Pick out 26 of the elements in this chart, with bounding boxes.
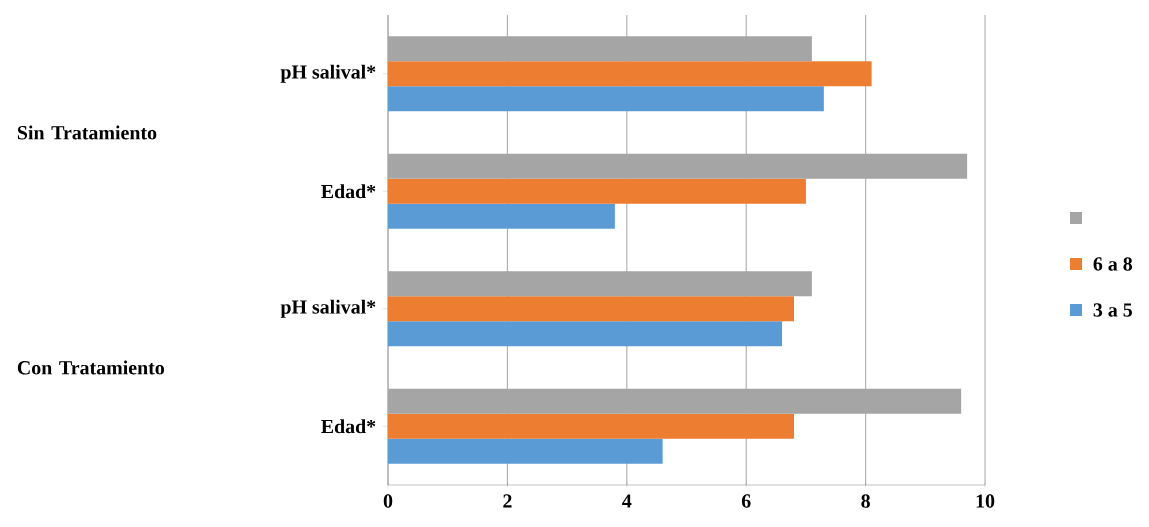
bar xyxy=(388,388,962,414)
x-tick-label: 8 xyxy=(861,494,870,508)
y-tick-label: Edad* xyxy=(321,419,376,434)
legend-label: 6 a 8 xyxy=(1093,257,1133,271)
bar xyxy=(388,61,872,87)
bar xyxy=(388,36,812,62)
bar xyxy=(388,178,806,204)
bar xyxy=(388,296,794,322)
x-tick-label: 0 xyxy=(383,494,393,508)
bar xyxy=(388,86,824,112)
bar xyxy=(388,203,615,229)
y-tick-label: pH salival* xyxy=(280,299,376,318)
x-tick-label: 4 xyxy=(622,494,632,508)
y-tick-label: pH salival* xyxy=(280,64,376,83)
text: Con Tratamiento xyxy=(17,360,165,375)
text: Sin Tratamiento xyxy=(17,125,157,140)
bar xyxy=(388,413,794,439)
x-tick-label: 2 xyxy=(503,494,512,508)
x-tick-label: 10 xyxy=(976,494,995,508)
bar xyxy=(388,321,783,347)
y-tick-label: Edad* xyxy=(321,184,376,199)
bar xyxy=(388,153,968,179)
x-tick-label: 6 xyxy=(741,494,751,508)
bar xyxy=(388,438,663,464)
bar xyxy=(388,271,812,297)
legend-label: 3 a 5 xyxy=(1093,303,1132,317)
